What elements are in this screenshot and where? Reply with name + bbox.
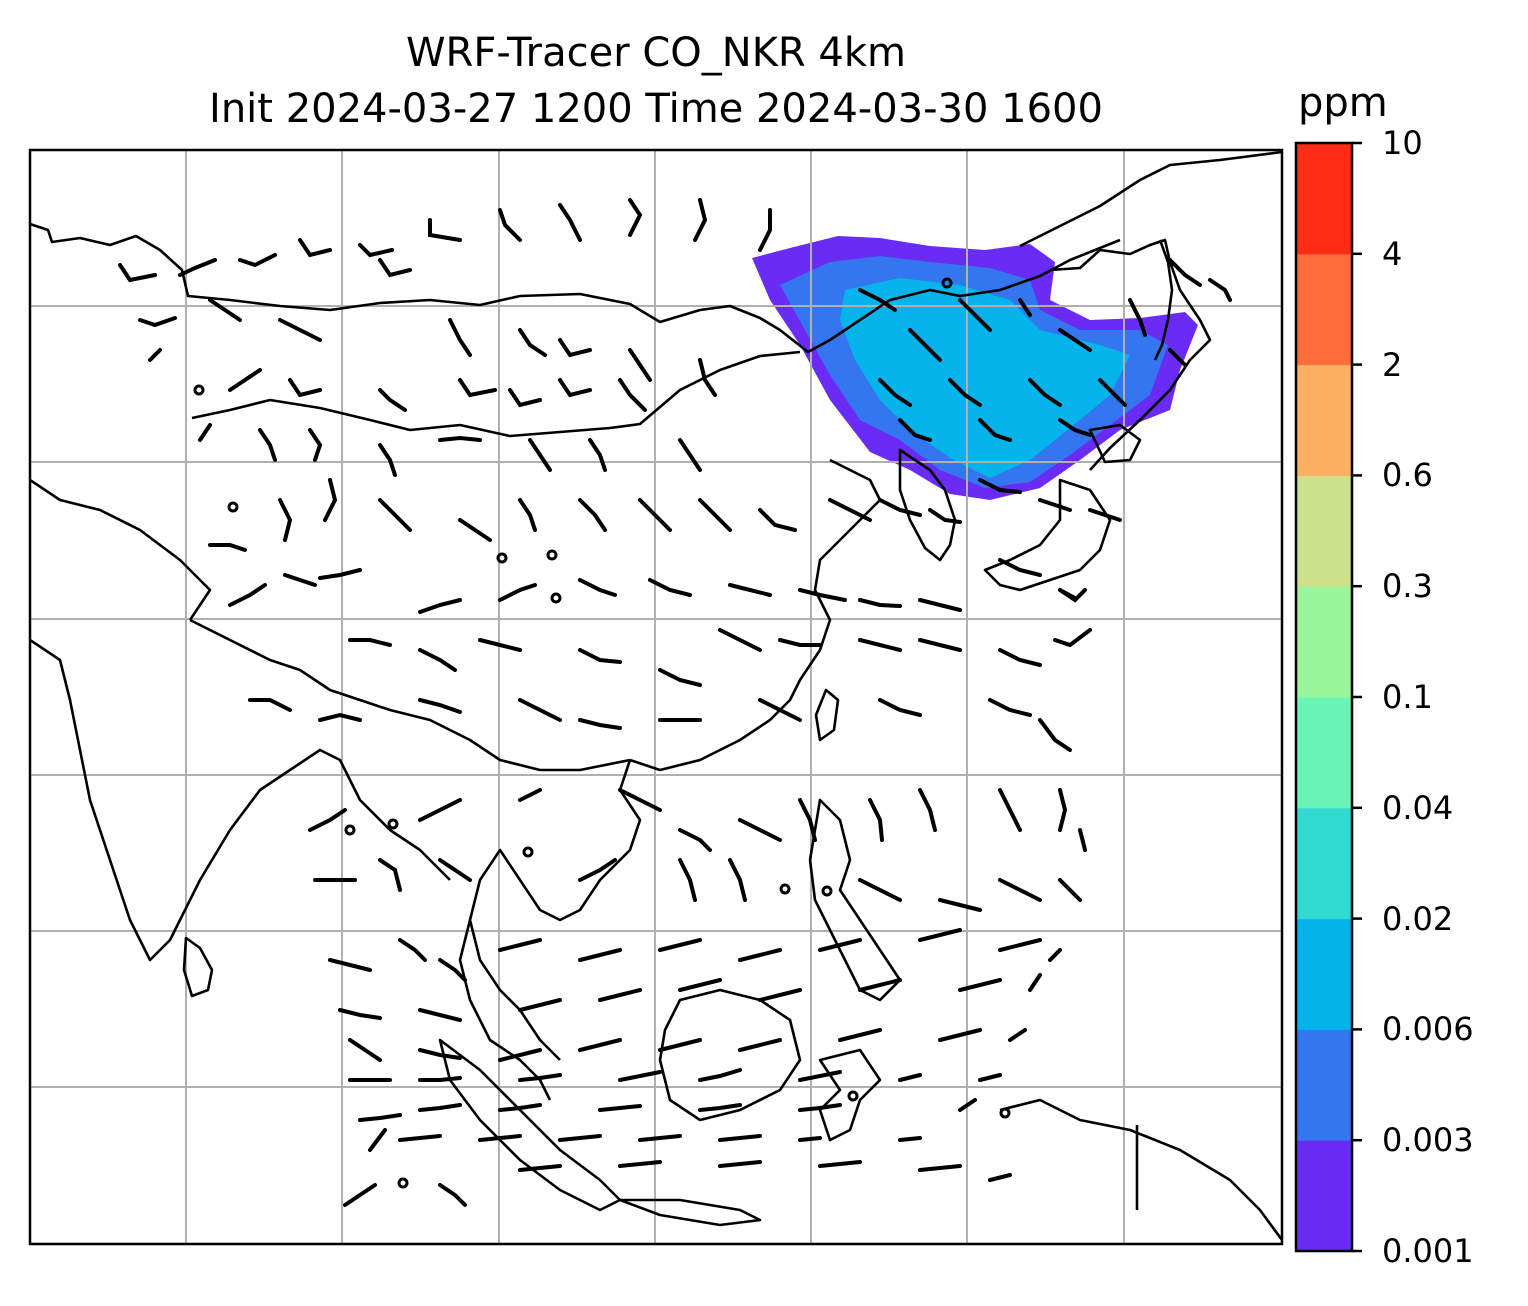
plume-inner-contour [840, 278, 1130, 478]
lat-lon-gridlines [30, 150, 1282, 1244]
colorbar-band [1296, 807, 1352, 920]
colorbar-band [1296, 586, 1352, 698]
himalaya-border [189, 618, 631, 772]
mongolia-border [191, 350, 801, 438]
hokkaido-island [1088, 423, 1142, 464]
colorbar-band [1296, 253, 1352, 366]
colorbar-band [1296, 143, 1352, 255]
central-asia-borders [30, 478, 212, 621]
indochina-coast [468, 759, 642, 1061]
colorbar-unit-label: ppm [1298, 80, 1388, 126]
sumatra-island [438, 1038, 622, 1212]
map-frame [28, 148, 1284, 1246]
colorbar-tick-label: 0.001 [1382, 1232, 1474, 1270]
map-panel [30, 150, 1282, 1244]
colorbar [1296, 143, 1352, 1252]
colorbar-tick-label: 2 [1382, 345, 1403, 384]
colorbar-tick-label: 0.003 [1382, 1121, 1474, 1160]
colorbar-band [1296, 1140, 1352, 1252]
coastlines-borders [30, 150, 1282, 1241]
colorbar-band [1296, 1029, 1352, 1141]
wind-barbs [118, 198, 1232, 1207]
colorbar-band [1296, 918, 1352, 1030]
new-guinea-island [999, 1098, 1282, 1241]
sulawesi-island [818, 1048, 882, 1142]
colorbar-tick-label: 0.1 [1382, 678, 1433, 716]
sakhalin-island [1153, 239, 1174, 361]
colorbar-band [1296, 475, 1352, 587]
colorbar-ticks [1352, 141, 1362, 1253]
map-title-line-2: Init 2024-03-27 1200 Time 2024-03-30 160… [209, 86, 1103, 132]
northeast-russia-coast [1019, 150, 1282, 248]
colorbar-band [1296, 697, 1352, 809]
korean-peninsula [898, 448, 957, 562]
colorbar-tick-label: 10 [1382, 124, 1423, 162]
java-island [618, 1198, 762, 1227]
colorbar-tick-label: 0.04 [1382, 788, 1454, 827]
calm-wind-markers [193, 277, 1011, 1189]
colorbar-band [1296, 364, 1352, 476]
colorbar-tick-label: 0.3 [1382, 567, 1433, 606]
colorbar-tick-label: 4 [1382, 234, 1403, 273]
russian-far-east-coast [1049, 238, 1212, 471]
colorbar-tick-label: 0.02 [1382, 899, 1454, 938]
borneo-island [658, 988, 802, 1122]
china-east-coast [629, 458, 882, 772]
map-title-line-1: WRF-Tracer CO_NKR 4km [405, 30, 907, 76]
taiwan-island [814, 688, 840, 742]
japan-islands [983, 478, 1112, 592]
sri-lanka-island [182, 936, 214, 998]
colorbar-tick-label: 0.6 [1382, 456, 1433, 495]
colorbar-tick-label: 0.006 [1382, 1010, 1474, 1049]
philippines-islands [808, 798, 902, 1002]
russia-china-border [30, 222, 1121, 354]
india-coast [30, 638, 451, 962]
